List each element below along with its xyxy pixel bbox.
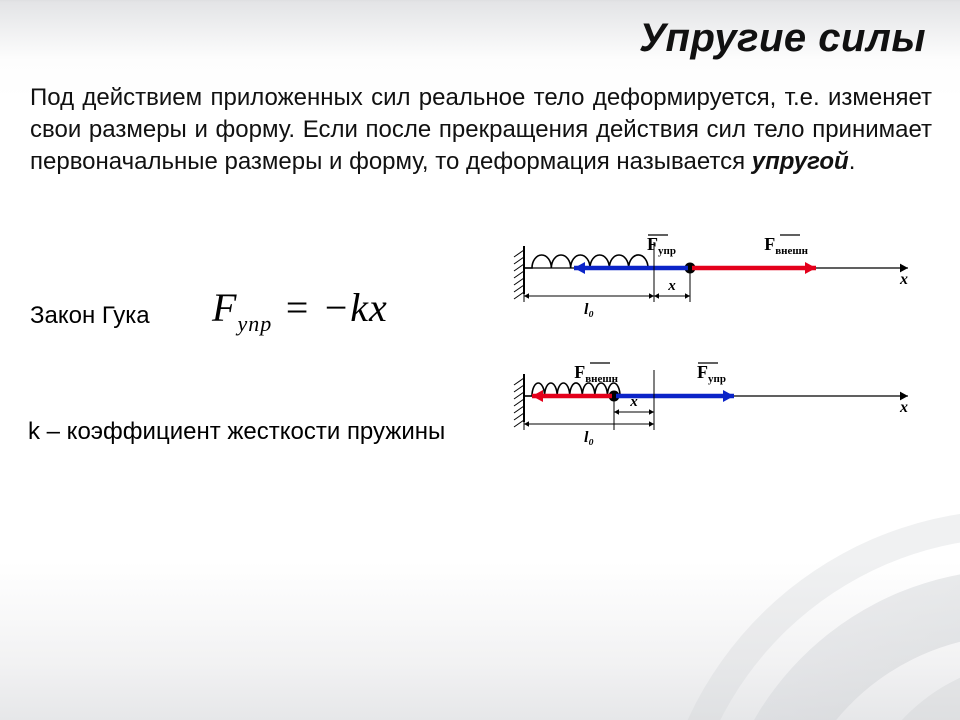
definition-text: Под действием приложенных сил реальное т… (30, 82, 932, 178)
svg-text:Fвнешн: Fвнешн (764, 234, 808, 257)
formula-lhs: F (212, 285, 237, 330)
svg-text:x: x (899, 399, 908, 416)
stiffness-note: k – коэффициент жесткости пружины (28, 418, 445, 446)
slide-title: Упругие силы (639, 16, 926, 61)
slide: Упругие силы Под действием приложенных с… (0, 0, 960, 720)
formula-lhs-sub: упр (237, 311, 272, 336)
decorative-arcs-icon (610, 510, 960, 720)
svg-text:l₀: l₀ (584, 301, 594, 318)
diagram-compression: FупрFвнешнxl₀x (498, 346, 928, 480)
hooke-law-formula: Fупр = −kx (212, 284, 388, 337)
svg-text:x: x (629, 394, 638, 410)
definition-suffix: . (849, 148, 856, 175)
spring-diagrams: FупрFвнешнxl₀x FупрFвнешнxl₀x (498, 218, 928, 480)
svg-text:Fупр: Fупр (697, 362, 726, 385)
svg-text:l₀: l₀ (584, 429, 594, 446)
definition-emph: упругой (752, 148, 849, 175)
svg-text:x: x (899, 271, 908, 288)
diagram-extension: Fупр Fвнешн x l₀ x (498, 218, 928, 346)
formula-rhs: = −kx (272, 285, 388, 330)
hooke-law-label: Закон Гука (30, 302, 150, 330)
svg-text:Fупр: Fупр (647, 234, 676, 257)
svg-text:Fвнешн: Fвнешн (574, 362, 618, 385)
svg-text:x: x (667, 278, 676, 294)
